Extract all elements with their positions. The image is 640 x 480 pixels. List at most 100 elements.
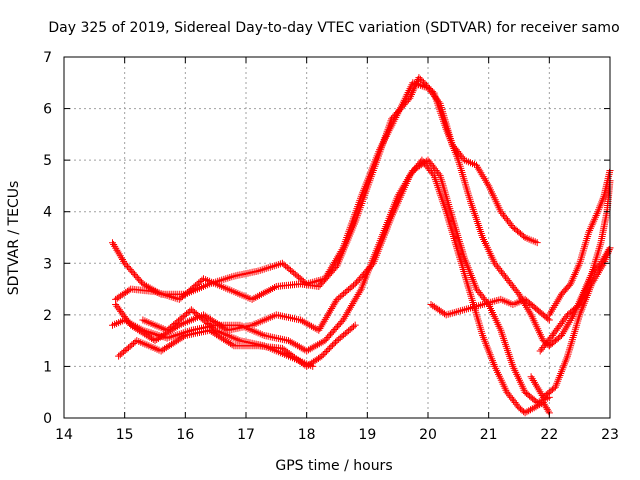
data-point: [328, 305, 336, 312]
x-axis-label: GPS time / hours: [275, 458, 392, 474]
data-point: [571, 271, 579, 278]
data-point: [330, 340, 338, 348]
data-point: [354, 291, 362, 298]
data-point: [589, 278, 597, 286]
data-point: [523, 408, 531, 416]
x-tick-label: 23: [601, 427, 619, 443]
data-point: [117, 254, 125, 262]
data-point: [424, 83, 432, 91]
series-track-7: [427, 295, 553, 324]
data-point: [317, 339, 325, 347]
data-point: [530, 378, 538, 386]
data-point: [484, 180, 492, 188]
data-point: [421, 80, 429, 88]
y-tick-label: 2: [43, 308, 52, 324]
data-point: [412, 81, 420, 89]
y-tick-label: 3: [43, 256, 52, 272]
data-point: [316, 325, 324, 332]
data-point: [521, 409, 529, 417]
data-point: [109, 239, 116, 247]
data-point: [309, 362, 317, 370]
chart-title: Day 325 of 2019, Sidereal Day-to-day VTE…: [48, 20, 619, 36]
data-point: [346, 305, 353, 313]
data-point: [320, 317, 328, 325]
data-point: [585, 228, 593, 236]
data-point: [286, 338, 294, 346]
data-point: [319, 319, 327, 327]
series-track-11: [527, 244, 614, 401]
data-point: [295, 343, 303, 351]
grid: [64, 57, 610, 418]
data-point: [325, 344, 333, 352]
y-tick-label: 6: [43, 102, 52, 118]
data-point: [297, 344, 305, 352]
data-point: [327, 343, 335, 351]
y-axis-label: SDTVAR / TECUs: [6, 181, 22, 296]
series-track-6: [139, 306, 317, 370]
data-point: [416, 75, 424, 83]
y-tick-label: 4: [43, 205, 52, 221]
y-tick-label: 5: [43, 153, 52, 169]
data-point: [544, 407, 552, 415]
x-tick-label: 16: [176, 427, 194, 443]
data-point: [533, 239, 541, 247]
data-point: [259, 289, 267, 297]
data-point: [341, 288, 349, 296]
plot-frame: [63, 56, 611, 419]
data-point: [593, 271, 601, 278]
data-point: [306, 345, 314, 353]
data-point: [544, 315, 552, 323]
data-point: [210, 325, 218, 333]
data-point: [349, 300, 357, 308]
data-point: [265, 287, 273, 294]
data-point: [327, 306, 335, 314]
data-point: [535, 386, 543, 394]
data-point: [324, 310, 332, 318]
data-point: [479, 173, 487, 181]
data-point: [523, 303, 531, 311]
data-point: [297, 316, 305, 324]
data-point: [317, 323, 325, 331]
data-point: [475, 165, 483, 173]
data-point: [343, 309, 351, 317]
data-point: [339, 316, 347, 324]
data-point: [180, 333, 188, 341]
data-point: [574, 263, 582, 271]
data-point: [525, 407, 533, 415]
data-point: [418, 77, 426, 85]
data-point: [305, 346, 312, 354]
x-tick-label: 15: [116, 427, 134, 443]
data-point: [271, 284, 278, 291]
data-point: [588, 221, 596, 229]
y-tick-label: 1: [43, 359, 52, 375]
data-point: [288, 339, 296, 347]
data-point: [426, 85, 433, 92]
data-point: [560, 328, 568, 336]
y-tick-label: 7: [43, 50, 52, 66]
data-point: [330, 301, 338, 309]
data-point: [322, 348, 330, 355]
data-point: [368, 261, 376, 269]
data-point: [341, 312, 349, 320]
data-point: [313, 325, 321, 333]
data-point: [322, 314, 330, 322]
data-point: [532, 403, 540, 411]
data-point: [321, 349, 329, 357]
data-point: [312, 342, 320, 350]
data-point: [598, 263, 606, 271]
data-point: [527, 406, 534, 414]
data-point: [321, 315, 329, 323]
data-point: [591, 213, 599, 221]
data-point: [285, 337, 292, 345]
data-point: [303, 347, 311, 355]
data-point: [254, 292, 262, 300]
data-point: [290, 340, 298, 348]
data-point: [128, 341, 136, 349]
data-point: [340, 290, 348, 298]
data-point: [326, 308, 333, 316]
data-point: [427, 86, 435, 94]
data-point: [350, 281, 357, 289]
data-point: [429, 170, 437, 178]
data-point: [228, 341, 236, 349]
